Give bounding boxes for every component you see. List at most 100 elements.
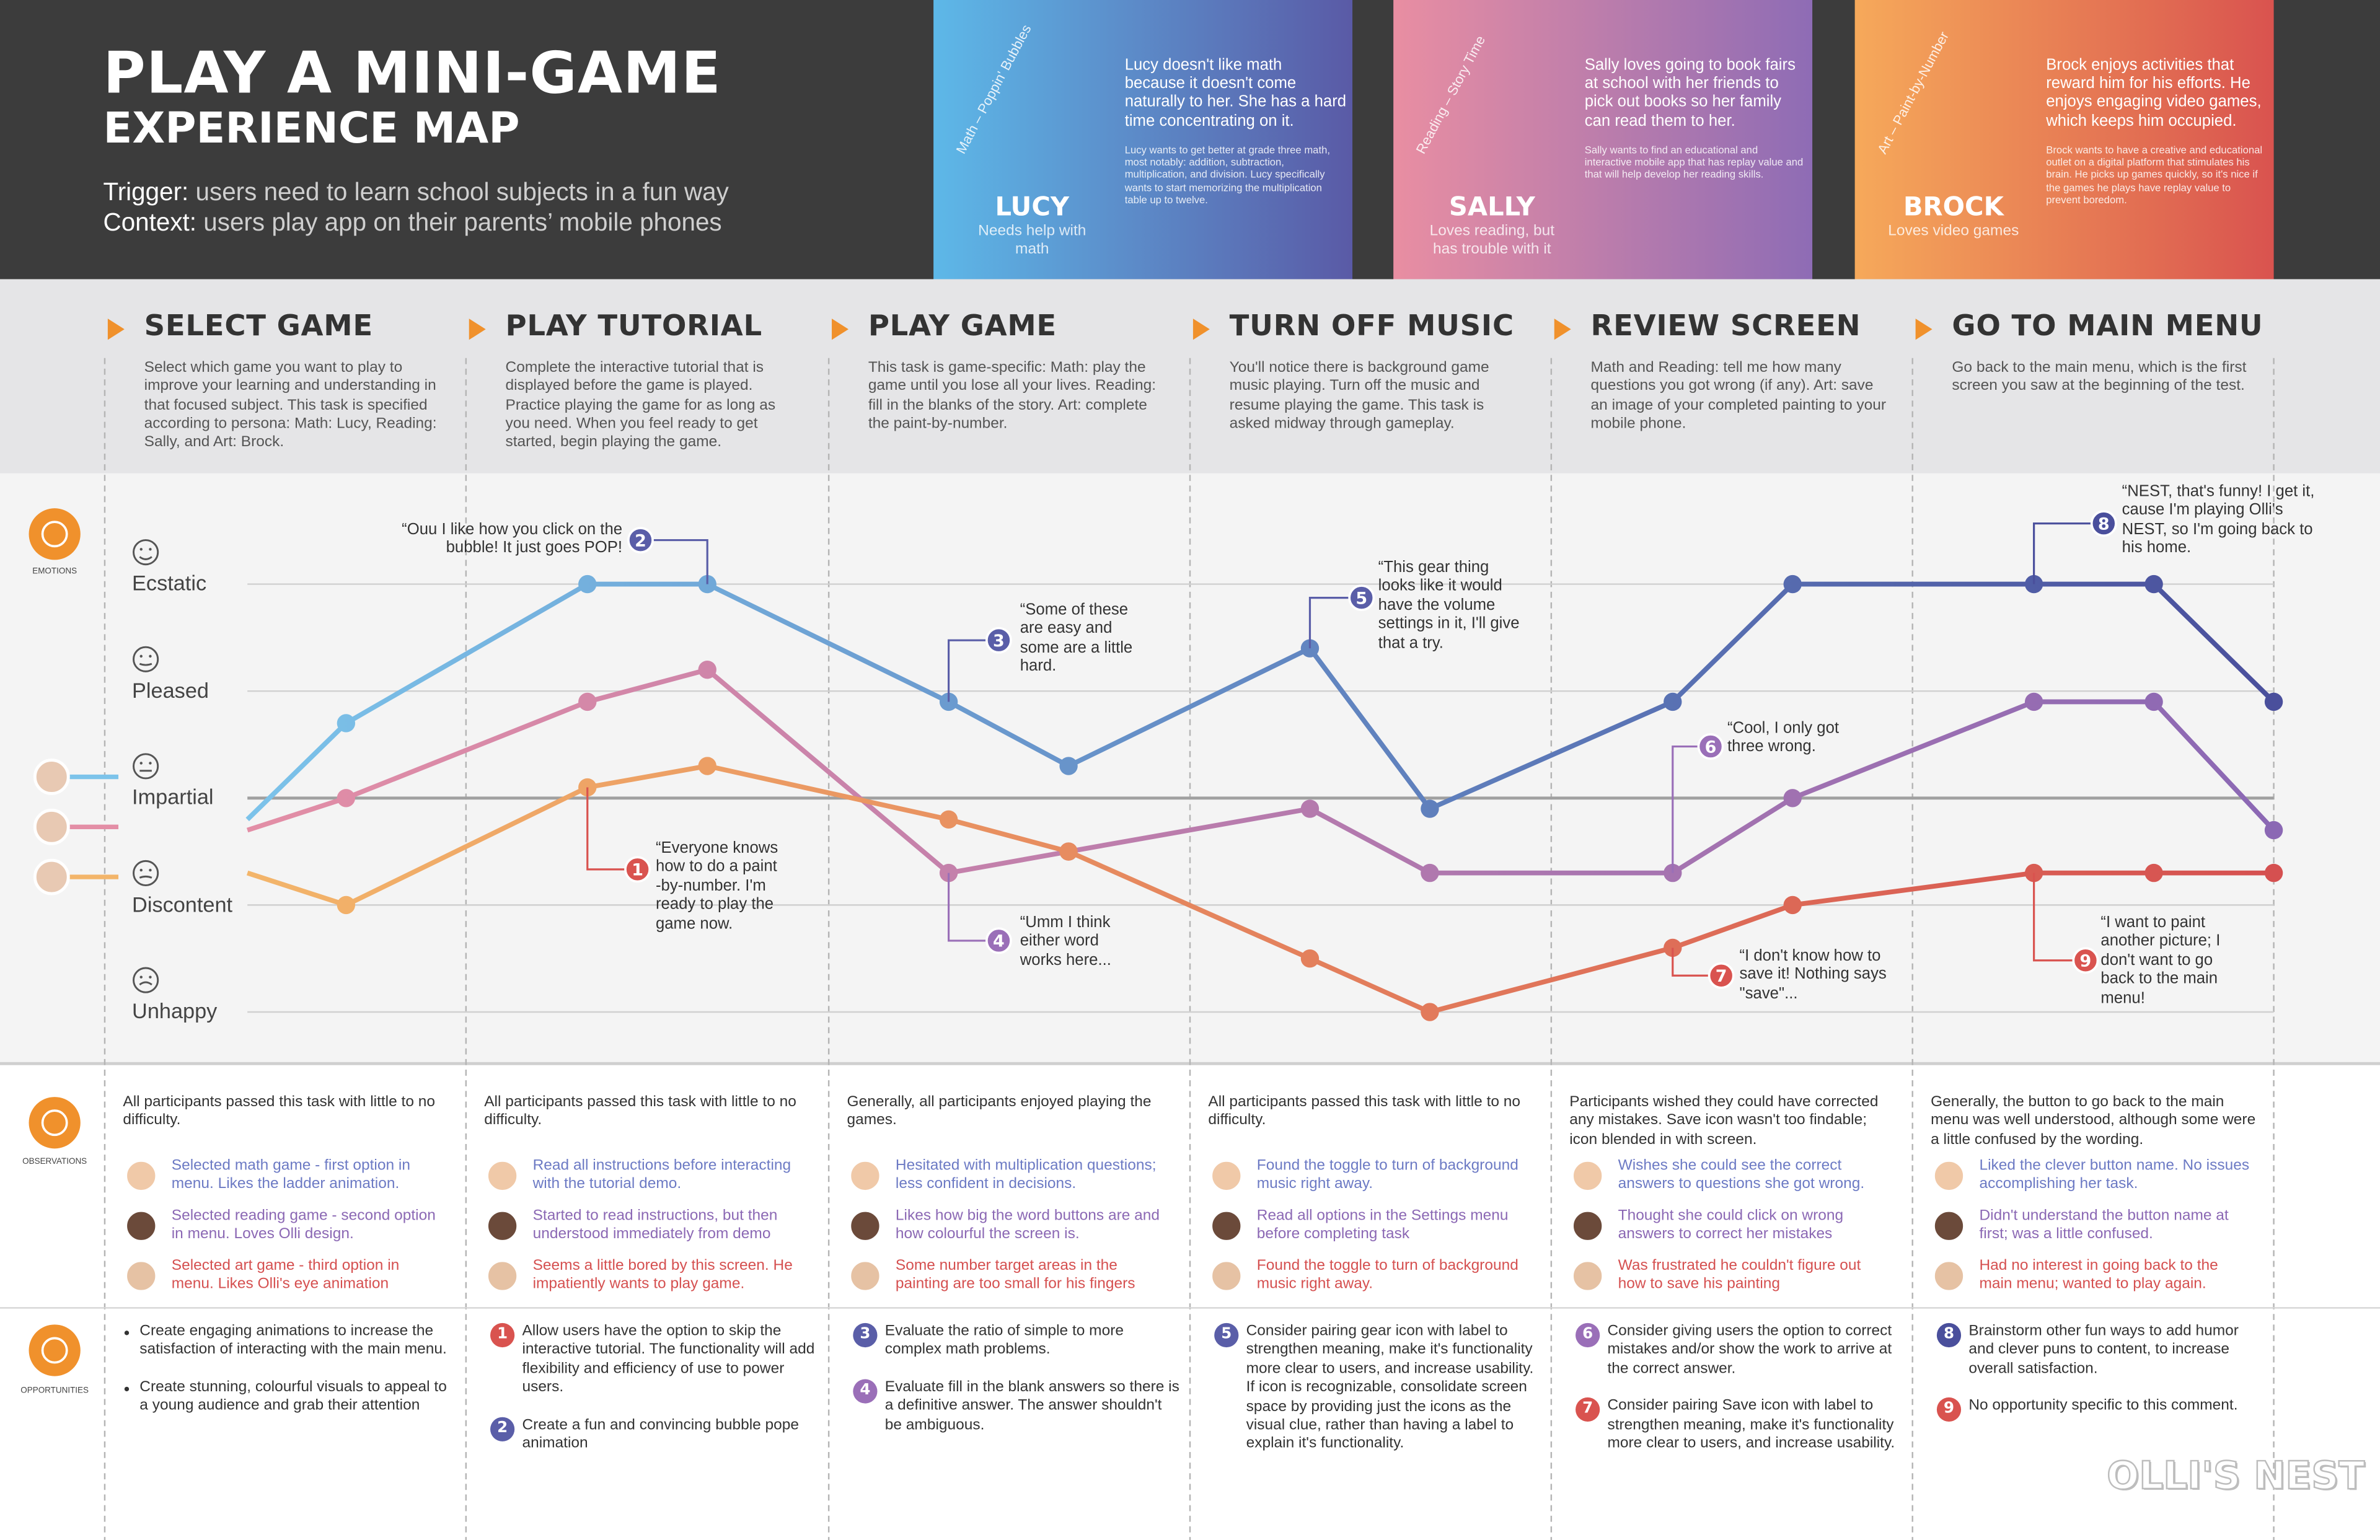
- observation-note: Some number target areas in the painting…: [895, 1257, 1135, 1293]
- observation-note: Selected art game - third option in menu…: [171, 1257, 400, 1293]
- opportunity-item: 8 Brainstorm other fun ways to add humor …: [1928, 1322, 2265, 1379]
- opportunity-text: Evaluate the ratio of simple to more com…: [884, 1322, 1124, 1359]
- emotion-point: [337, 895, 356, 915]
- opportunity-item: 2 Create a fun and convincing bubble pope…: [481, 1416, 818, 1454]
- opportunity-bullet: [124, 1386, 130, 1391]
- emotion-line: [246, 667, 2276, 876]
- opportunity-badge: 7: [1576, 1397, 1600, 1422]
- level-label: Ecstatic: [132, 570, 207, 595]
- persona-key-face: [33, 759, 70, 795]
- observation-face: [125, 1159, 158, 1192]
- emotion-point: [578, 574, 597, 594]
- persona-card: [933, 0, 1353, 279]
- persona-intro: Brock enjoys activities that reward him …: [2046, 56, 2262, 130]
- observation-summary: Generally, the button to go back to the …: [1931, 1094, 2256, 1148]
- opportunity-column: Create engaging animations to increase t…: [120, 1323, 457, 1435]
- level-icon: [133, 646, 159, 672]
- section-label: OPPORTUNITIES: [20, 1386, 89, 1396]
- stage-description: You'll notice there is background game m…: [1229, 359, 1489, 433]
- opportunity-text: No opportunity specific to this comment.: [1968, 1397, 2238, 1415]
- emotion-point: [578, 692, 597, 711]
- opportunity-text: Consider pairing gear icon with label to…: [1246, 1322, 1534, 1453]
- emotion-point: [1421, 1003, 1439, 1021]
- level-icon-mouth: [139, 981, 152, 986]
- observation-note: Started to read instructions, but then u…: [532, 1207, 778, 1244]
- section-icon: [29, 1324, 81, 1376]
- opportunity-column: 6 Consider giving users the option to cor…: [1566, 1322, 1903, 1472]
- quote-text: “Everyone knows how to do a paint -by-nu…: [655, 838, 778, 933]
- emotion-line: [246, 763, 2274, 1014]
- persona-key-face: [33, 858, 70, 895]
- quote-connector: [1308, 597, 1362, 649]
- section-icon-glyph: [41, 1109, 68, 1137]
- persona-intro: Lucy doesn't like math because it doesn'…: [1124, 56, 1347, 130]
- quote-text: “Umm I think either word works here...: [1020, 913, 1111, 969]
- opportunity-item: 6 Consider giving users the option to cor…: [1566, 1322, 1903, 1379]
- level-icon-eye: [149, 654, 152, 658]
- section-label: OBSERVATIONS: [22, 1158, 87, 1167]
- quote-number: 7: [1715, 966, 1727, 986]
- observation-face: [125, 1259, 158, 1293]
- quote-text: “I don't know how to save it! Nothing sa…: [1739, 946, 1887, 1003]
- observation-note: Didn't understand the button name at fir…: [1979, 1207, 2229, 1244]
- level-icon-mouth: [139, 556, 152, 560]
- observation-face: [1210, 1159, 1243, 1192]
- persona-summary: Loves video games: [1888, 222, 2019, 240]
- level-icon: [133, 753, 159, 780]
- observation-note: Was frustrated he couldn't figure out ho…: [1618, 1257, 1861, 1293]
- level-label: Unhappy: [132, 998, 218, 1023]
- emotion-point: [2264, 692, 2283, 711]
- emotion-point: [2264, 821, 2283, 840]
- level-label: Pleased: [132, 677, 209, 702]
- persona-details: Sally wants to find an educational and i…: [1584, 146, 1804, 182]
- opportunity-item: 4 Evaluate fill in the blank answers so t…: [844, 1379, 1181, 1435]
- quote-badge: [1697, 733, 1724, 760]
- observation-note: Liked the clever button name. No issues …: [1979, 1158, 2250, 1194]
- emotion-point: [2144, 863, 2163, 882]
- opportunity-column: 1 Allow users have the option to skip the…: [481, 1322, 818, 1472]
- logo: OLLI'S NEST: [2106, 1453, 2365, 1498]
- opportunity-text: Create stunning, colourful visuals to ap…: [139, 1379, 447, 1415]
- level-icon-eye: [139, 548, 143, 551]
- trigger-label: Trigger:: [103, 178, 189, 206]
- quote-badge: [627, 527, 654, 554]
- observation-face: [125, 1209, 158, 1243]
- quote-text: “I want to paint another picture; I don'…: [2100, 913, 2221, 1007]
- emotion-point: [1059, 757, 1078, 775]
- quote-text: “Some of these are easy and some are a l…: [1020, 601, 1133, 676]
- observation-face: [848, 1159, 882, 1192]
- observation-note: Read all instructions before interacting…: [532, 1158, 791, 1194]
- persona-summary: Needs help with math: [978, 222, 1086, 258]
- observation-face: [1571, 1259, 1604, 1293]
- observation-note: Had no interest in going back to the mai…: [1979, 1257, 2218, 1293]
- opportunity-badge: 8: [1936, 1322, 1962, 1348]
- persona-details: Brock wants to have a creative and educa…: [2046, 146, 2263, 206]
- quote-number: 3: [993, 630, 1005, 651]
- emotion-point: [698, 757, 716, 775]
- emotion-point: [698, 660, 716, 679]
- opportunity-badge: 2: [490, 1416, 515, 1441]
- persona-summary: Loves reading, but has trouble with it: [1429, 222, 1555, 258]
- trigger-text: users need to learn school subjects in a…: [195, 178, 729, 206]
- stage-title: REVIEW SCREEN: [1590, 309, 1861, 343]
- opportunity-text: Evaluate fill in the blank answers so th…: [884, 1379, 1179, 1433]
- observation-summary: All participants passed this task with l…: [484, 1094, 796, 1130]
- persona-key-face: [33, 808, 70, 845]
- quote-connector: [2033, 522, 2104, 584]
- observation-face: [1933, 1159, 1965, 1192]
- level-icon-eye: [149, 762, 152, 765]
- emotion-point: [1300, 799, 1320, 818]
- emotion-point: [337, 714, 356, 733]
- stage-title: SELECT GAME: [144, 309, 373, 343]
- opportunity-badge: 1: [490, 1322, 515, 1348]
- emotion-point: [1421, 863, 1439, 882]
- observation-face: [1210, 1259, 1243, 1293]
- opportunity-item: 1 Allow users have the option to skip the…: [481, 1322, 818, 1398]
- observation-note: Hesitated with multiplication questions;…: [895, 1158, 1157, 1194]
- observation-summary: Participants wished they could have corr…: [1569, 1094, 1879, 1148]
- stage-arrow: [1192, 319, 1210, 340]
- opportunity-badge: 9: [1936, 1397, 1962, 1422]
- section-label: EMOTIONS: [32, 567, 77, 577]
- quote-number: 5: [1355, 587, 1368, 608]
